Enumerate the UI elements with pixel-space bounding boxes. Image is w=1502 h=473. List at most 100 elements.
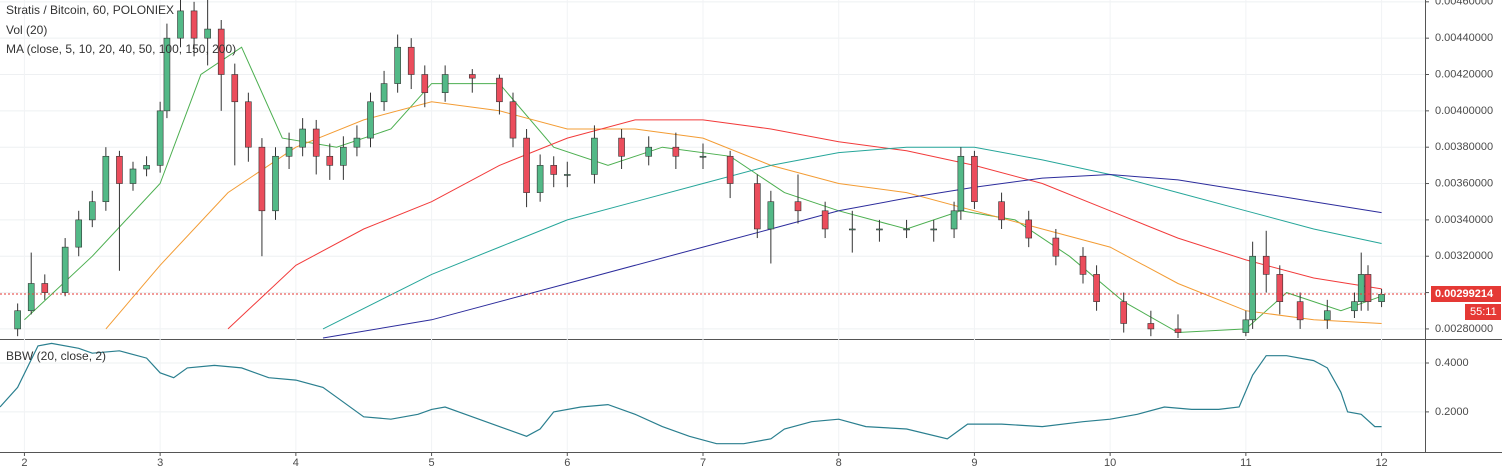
candle-body <box>1276 274 1284 302</box>
candle-body <box>848 228 856 231</box>
chart-title: Stratis / Bitcoin, 60, POLONIEX <box>6 3 174 17</box>
candle-body <box>102 155 110 203</box>
candle-body <box>726 155 734 184</box>
y-tick-label: 0.2000 <box>1435 406 1469 418</box>
candle-body <box>14 310 21 330</box>
candle-body <box>767 201 775 230</box>
candle-body <box>957 155 965 212</box>
moving-average-line <box>322 146 1382 330</box>
y-tick-label: 0.00420000 <box>1435 68 1493 80</box>
candle-body <box>231 74 239 103</box>
candle-body <box>1120 301 1128 324</box>
candle-body <box>753 183 761 230</box>
x-tick-label: 7 <box>700 457 706 469</box>
candle-body <box>523 137 530 193</box>
y-tick-label: 0.00400000 <box>1435 105 1493 117</box>
countdown-box <box>1465 303 1501 320</box>
candle-body <box>394 46 401 84</box>
x-tick-label: 3 <box>157 457 163 469</box>
candle-body <box>1262 255 1270 275</box>
candle-body <box>930 228 938 231</box>
y-tick-label: 0.00380000 <box>1435 141 1493 153</box>
candle-body <box>1147 323 1155 330</box>
candle-body <box>699 155 707 158</box>
candle-body <box>353 137 361 148</box>
candle-body <box>794 201 802 212</box>
candle-body <box>61 246 69 293</box>
candle-body <box>441 74 449 93</box>
candle-body <box>1323 310 1331 321</box>
candle-body <box>1093 274 1100 302</box>
candle-body <box>272 155 279 212</box>
candle-body <box>129 168 137 184</box>
indicator-label: MA (close, 5, 10, 20, 40, 50, 100, 150, … <box>6 42 236 56</box>
candle-body <box>421 74 429 93</box>
candle-body <box>672 146 680 157</box>
candle-body <box>340 146 347 166</box>
candle-body <box>1025 219 1033 239</box>
moving-average-line <box>105 101 1382 330</box>
x-tick-label: 5 <box>429 457 435 469</box>
candle-body <box>1174 328 1182 333</box>
candle-body <box>285 146 293 157</box>
candle-body <box>496 77 503 103</box>
y-tick-label: 0.00360000 <box>1435 177 1493 189</box>
x-tick-label: 8 <box>836 457 842 469</box>
y-tick-label: 0.00320000 <box>1435 250 1493 262</box>
x-tick-label: 9 <box>971 457 977 469</box>
candle-body <box>380 83 388 103</box>
candle-body <box>618 137 625 157</box>
candle-body <box>509 101 517 139</box>
y-tick-label: 0.00440000 <box>1435 32 1493 44</box>
x-tick-label: 2 <box>21 457 27 469</box>
indicator-label: BBW (20, close, 2) <box>6 349 106 363</box>
x-tick-label: 11 <box>1240 457 1251 469</box>
candle-body <box>1052 237 1060 257</box>
countdown-label: 55:11 <box>1470 306 1497 318</box>
candle-body <box>245 101 252 148</box>
candle-body <box>88 201 96 221</box>
moving-average-line <box>322 173 1382 339</box>
candle-body <box>177 10 184 39</box>
candle-body <box>563 174 571 176</box>
moving-average-line <box>24 46 1382 334</box>
last-price-label: 0.00299214 <box>1435 288 1494 300</box>
candle-body <box>75 219 83 248</box>
candle-body <box>903 228 910 231</box>
candle-body <box>1242 319 1250 333</box>
candle-body <box>190 10 198 39</box>
candle-body <box>971 155 978 203</box>
candle-body <box>407 46 415 75</box>
candle-body <box>1249 255 1256 321</box>
y-tick-label: 0.00340000 <box>1435 214 1493 226</box>
candle-body <box>876 228 883 231</box>
candle-body <box>312 128 320 157</box>
candle-body <box>204 28 211 39</box>
candle-body <box>367 101 374 139</box>
candle-body <box>41 283 49 293</box>
x-tick-label: 4 <box>293 457 299 469</box>
candle-body <box>1079 255 1087 275</box>
candle-body <box>163 37 171 112</box>
y-tick-label: 0.00280000 <box>1435 323 1493 335</box>
candle-body <box>258 146 266 212</box>
candle-body <box>1364 274 1372 302</box>
candle-body <box>143 165 150 170</box>
x-tick-label: 12 <box>1375 457 1387 469</box>
candle-body <box>1296 301 1304 321</box>
candle-body <box>645 146 653 157</box>
candle-body <box>998 201 1005 221</box>
indicator-label: Vol (20) <box>6 23 47 37</box>
candle-body <box>536 165 544 193</box>
last-price-box <box>1431 285 1501 302</box>
candle-body <box>1351 301 1358 312</box>
candle-body <box>550 165 558 175</box>
candle-body <box>1378 294 1385 302</box>
candle-body <box>156 110 164 166</box>
candle-body <box>1357 274 1365 302</box>
bbw-line <box>0 342 1382 445</box>
x-tick-label: 10 <box>1104 457 1116 469</box>
candle-body <box>591 137 598 175</box>
